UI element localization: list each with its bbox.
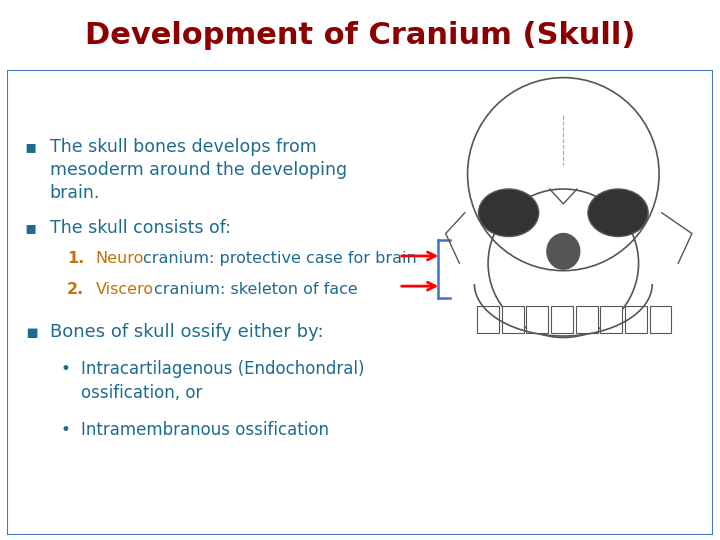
Text: ▪: ▪ (24, 219, 37, 237)
FancyBboxPatch shape (576, 306, 598, 333)
Text: ▪: ▪ (24, 323, 38, 342)
Text: cranium: skeleton of face: cranium: skeleton of face (154, 281, 358, 296)
Ellipse shape (588, 189, 648, 237)
Text: cranium: protective case for brain: cranium: protective case for brain (143, 251, 417, 266)
Text: ossification, or: ossification, or (81, 383, 202, 402)
Text: The skull consists of:: The skull consists of: (50, 219, 230, 237)
Ellipse shape (547, 233, 580, 269)
Text: Development of Cranium (Skull): Development of Cranium (Skull) (85, 21, 635, 50)
FancyBboxPatch shape (526, 306, 549, 333)
Text: brain.: brain. (50, 184, 100, 202)
Text: Bones of skull ossify either by:: Bones of skull ossify either by: (50, 323, 323, 341)
Text: Intramembranous ossification: Intramembranous ossification (81, 421, 329, 439)
Text: ▪: ▪ (24, 138, 37, 156)
FancyBboxPatch shape (551, 306, 573, 333)
Text: 1.: 1. (67, 251, 84, 266)
FancyBboxPatch shape (7, 70, 713, 535)
Text: •: • (60, 421, 70, 439)
FancyBboxPatch shape (625, 306, 647, 333)
Text: Viscero: Viscero (95, 281, 153, 296)
FancyBboxPatch shape (502, 306, 523, 333)
FancyBboxPatch shape (600, 306, 622, 333)
Text: mesoderm around the developing: mesoderm around the developing (50, 161, 346, 179)
Ellipse shape (479, 189, 539, 237)
Text: Intracartilagenous (Endochondral): Intracartilagenous (Endochondral) (81, 361, 365, 379)
FancyBboxPatch shape (649, 306, 672, 333)
Text: 2.: 2. (67, 281, 84, 296)
FancyBboxPatch shape (477, 306, 499, 333)
Text: •: • (60, 361, 70, 379)
Text: Neuro: Neuro (95, 251, 144, 266)
Text: The skull bones develops from: The skull bones develops from (50, 138, 316, 156)
